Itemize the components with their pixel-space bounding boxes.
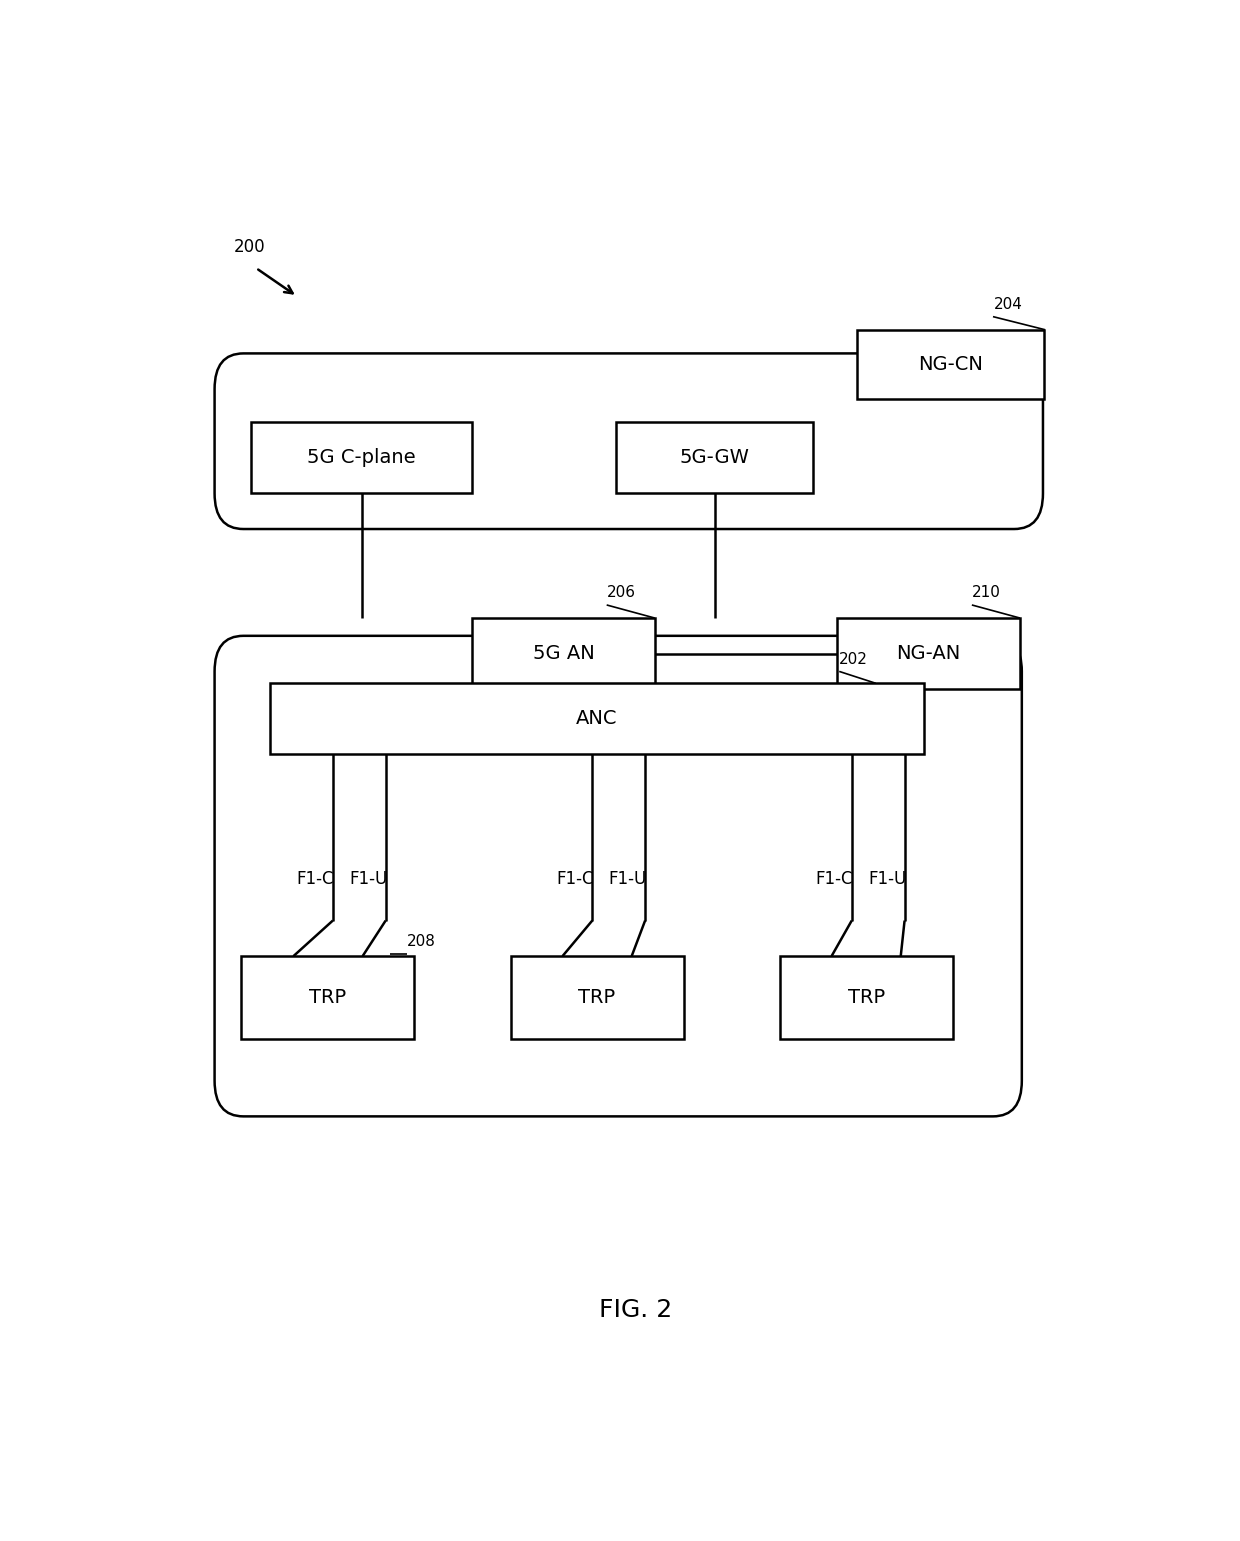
- Text: FIG. 2: FIG. 2: [599, 1298, 672, 1322]
- FancyBboxPatch shape: [242, 955, 414, 1039]
- Text: NG-CN: NG-CN: [918, 354, 982, 373]
- Text: 200: 200: [234, 239, 265, 256]
- FancyBboxPatch shape: [837, 618, 1019, 689]
- Text: 5G C-plane: 5G C-plane: [308, 448, 415, 467]
- FancyBboxPatch shape: [857, 330, 1044, 399]
- FancyBboxPatch shape: [511, 955, 683, 1039]
- Text: TRP: TRP: [579, 988, 615, 1008]
- FancyBboxPatch shape: [270, 683, 924, 755]
- Text: NG-AN: NG-AN: [897, 644, 961, 663]
- Text: 202: 202: [839, 652, 868, 667]
- Text: F1-U: F1-U: [609, 871, 647, 888]
- Text: 210: 210: [972, 586, 1001, 601]
- Text: TRP: TRP: [310, 988, 346, 1008]
- Text: 204: 204: [994, 297, 1023, 311]
- FancyBboxPatch shape: [780, 955, 952, 1039]
- FancyBboxPatch shape: [215, 353, 1043, 529]
- Text: 5G AN: 5G AN: [532, 644, 594, 663]
- Text: 206: 206: [606, 586, 636, 601]
- Text: ANC: ANC: [577, 709, 618, 729]
- FancyBboxPatch shape: [215, 636, 1022, 1116]
- FancyBboxPatch shape: [472, 618, 655, 689]
- Text: F1-C: F1-C: [557, 871, 594, 888]
- Text: 208: 208: [407, 934, 435, 949]
- Text: F1-U: F1-U: [350, 871, 387, 888]
- FancyBboxPatch shape: [250, 422, 472, 493]
- Text: F1-C: F1-C: [816, 871, 853, 888]
- FancyBboxPatch shape: [616, 422, 813, 493]
- Text: TRP: TRP: [848, 988, 884, 1008]
- Text: F1-U: F1-U: [868, 871, 906, 888]
- Text: F1-C: F1-C: [296, 871, 335, 888]
- Text: 5G-GW: 5G-GW: [680, 448, 750, 467]
